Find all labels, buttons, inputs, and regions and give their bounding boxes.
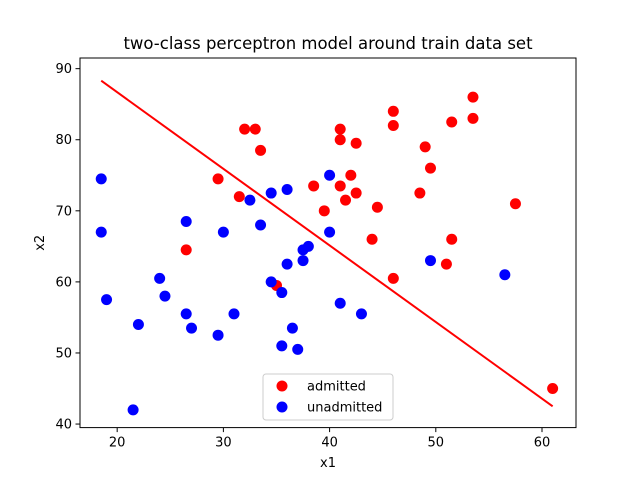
- unadmitted-point-28: [334, 297, 346, 309]
- unadmitted-point-19: [281, 183, 293, 195]
- legend: admitted unadmitted: [262, 373, 394, 421]
- admitted-point-3: [212, 173, 224, 185]
- series-admitted: [180, 91, 559, 395]
- unadmitted-point-15: [265, 187, 277, 199]
- unadmitted-point-9: [186, 322, 198, 334]
- admitted-point-21: [414, 187, 426, 199]
- admitted-point-9: [334, 123, 346, 135]
- admitted-point-18: [387, 105, 399, 117]
- y-tick-label: 40: [55, 418, 72, 433]
- unadmitted-point-2: [101, 294, 113, 306]
- admitted-point-14: [340, 194, 352, 206]
- admitted-point-11: [350, 137, 362, 149]
- admitted-point-22: [419, 141, 431, 153]
- unadmitted-point-6: [159, 290, 171, 302]
- admitted-point-23: [424, 162, 436, 174]
- chart-title: two-class perceptron model around train …: [123, 34, 533, 53]
- unadmitted-point-16: [265, 276, 277, 288]
- y-axis: 40 50 60 70 80 90: [55, 62, 80, 433]
- admitted-point-29: [509, 198, 521, 210]
- x-tick-label: 20: [109, 436, 126, 451]
- unadmitted-point-30: [424, 255, 436, 267]
- unadmitted-point-13: [244, 194, 256, 206]
- unadmitted-point-24: [297, 255, 309, 267]
- x-tick-label: 50: [428, 436, 445, 451]
- unadmitted-point-1: [95, 226, 107, 238]
- legend-label-admitted: admitted: [307, 380, 366, 395]
- unadmitted-point-20: [281, 258, 293, 270]
- admitted-point-0: [239, 123, 251, 135]
- plot-frame: [79, 57, 577, 429]
- unadmitted-point-14: [255, 219, 267, 231]
- unadmitted-point-3: [127, 404, 139, 416]
- x-tick-label: 30: [215, 436, 232, 451]
- y-axis-label: x2: [33, 235, 48, 251]
- y-tick-label: 80: [55, 133, 72, 148]
- legend-label-unadmitted: unadmitted: [307, 401, 382, 416]
- x-axis-label: x1: [320, 456, 336, 471]
- unadmitted-point-17: [276, 287, 288, 299]
- admitted-point-16: [366, 233, 378, 245]
- admitted-point-20: [387, 272, 399, 284]
- legend-marker-unadmitted: [276, 401, 288, 413]
- admitted-point-2: [255, 144, 267, 156]
- unadmitted-point-26: [324, 169, 336, 181]
- unadmitted-point-22: [292, 343, 304, 355]
- unadmitted-point-4: [132, 319, 144, 331]
- admitted-point-26: [446, 233, 458, 245]
- admitted-point-15: [350, 187, 362, 199]
- admitted-point-17: [371, 201, 383, 213]
- admitted-point-8: [318, 205, 330, 217]
- admitted-point-1: [249, 123, 261, 135]
- unadmitted-point-27: [324, 226, 336, 238]
- admitted-point-5: [180, 244, 192, 256]
- y-tick-label: 70: [55, 204, 72, 219]
- unadmitted-point-10: [212, 329, 224, 341]
- decision-boundary-line: [100, 79, 554, 408]
- admitted-point-12: [334, 180, 346, 192]
- admitted-point-4: [233, 191, 245, 203]
- admitted-point-7: [308, 180, 320, 192]
- unadmitted-point-31: [499, 269, 511, 281]
- unadmitted-point-0: [95, 173, 107, 185]
- unadmitted-point-7: [180, 215, 192, 227]
- unadmitted-point-25: [302, 240, 314, 252]
- x-tick-label: 40: [321, 436, 338, 451]
- y-tick-label: 50: [55, 346, 72, 361]
- unadmitted-point-11: [217, 226, 229, 238]
- y-tick-label: 90: [55, 62, 72, 77]
- admitted-point-13: [345, 169, 357, 181]
- unadmitted-point-29: [355, 308, 367, 320]
- series-unadmitted: [95, 169, 511, 416]
- legend-box: [262, 373, 394, 421]
- unadmitted-point-21: [286, 322, 298, 334]
- unadmitted-point-5: [154, 272, 166, 284]
- admitted-point-28: [467, 112, 479, 124]
- admitted-point-10: [334, 134, 346, 146]
- x-axis: 20 30 40 50 60: [109, 427, 551, 451]
- admitted-point-27: [467, 91, 479, 103]
- plot-area: [95, 79, 559, 416]
- admitted-point-30: [547, 383, 559, 395]
- admitted-point-19: [387, 120, 399, 132]
- unadmitted-point-8: [180, 308, 192, 320]
- unadmitted-point-12: [228, 308, 240, 320]
- unadmitted-point-18: [276, 340, 288, 352]
- legend-marker-admitted: [276, 380, 288, 392]
- y-tick-label: 60: [55, 275, 72, 290]
- admitted-point-24: [440, 258, 452, 270]
- admitted-point-25: [446, 116, 458, 128]
- x-tick-label: 60: [534, 436, 551, 451]
